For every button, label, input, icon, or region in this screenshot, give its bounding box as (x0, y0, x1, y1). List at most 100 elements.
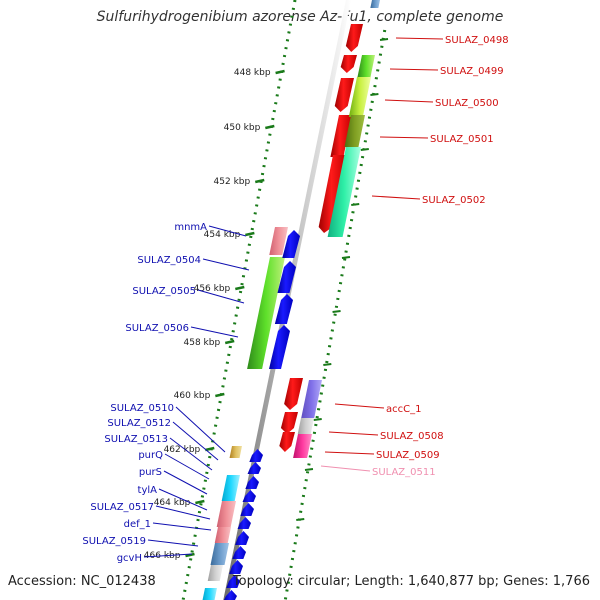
label-leader (155, 505, 211, 520)
kbp-tick-mark (185, 552, 195, 558)
gene-label-sulaz_0505: SULAZ_0505 (132, 286, 196, 297)
kbp-tick-mark (265, 124, 275, 130)
label-leader (158, 488, 208, 511)
right-guide-tick (304, 468, 314, 471)
gene-label-purq: purQ (138, 450, 163, 461)
cds-feature (282, 230, 300, 258)
gene-label-mnma: mnmA (174, 222, 207, 233)
label-leader (169, 437, 213, 471)
kbp-tick-mark (254, 178, 265, 184)
cds-feature (274, 294, 293, 324)
label-leader (172, 421, 219, 461)
right-guide-tick (351, 203, 360, 206)
cds-feature (279, 432, 295, 452)
label-leader (208, 225, 247, 237)
gene-label-sulaz_0513: SULAZ_0513 (104, 434, 168, 445)
gene-label-tyla: tylA (138, 485, 158, 496)
right-guide-tick (323, 363, 332, 366)
gene-label-sulaz_0502: SULAZ_0502 (422, 195, 486, 206)
topology-summary: Topology: circular; Length: 1,640,877 bp… (232, 574, 590, 589)
gene-label-sulaz_0504: SULAZ_0504 (137, 255, 201, 266)
gene-label-sulaz_0506: SULAZ_0506 (125, 323, 189, 334)
gene-label-gcvh: gcvH (117, 553, 142, 564)
cds-feature (223, 590, 237, 600)
kbp-tick-label: 450 kbp (224, 123, 261, 133)
kbp-tick-label: 448 kbp (234, 68, 271, 78)
gene-label-sulaz_0500: SULAZ_0500 (435, 98, 499, 109)
cds-feature (235, 531, 249, 545)
feature-block (370, 0, 380, 8)
feature-block (216, 501, 236, 527)
label-leader (197, 289, 245, 304)
kbp-tick-mark (215, 392, 225, 398)
feature-block (269, 227, 288, 255)
cds-feature (232, 546, 246, 559)
label-leader (384, 99, 434, 103)
feature-block (247, 257, 285, 369)
cds-feature (330, 115, 352, 157)
gene-label-sulaz_0499: SULAZ_0499 (440, 66, 504, 77)
cds-feature (284, 378, 303, 410)
kbp-tick-label: 454 kbp (204, 230, 241, 240)
gene-label-sulaz_0519: SULAZ_0519 (82, 536, 146, 547)
cds-feature (249, 449, 263, 462)
right-guide-tick (379, 38, 389, 41)
label-leader (371, 195, 421, 200)
feature-block (327, 147, 361, 237)
gene-label-accc_1: accC_1 (386, 404, 421, 415)
label-leader (324, 451, 375, 455)
cds-feature (229, 560, 243, 574)
feature-block (293, 434, 312, 458)
feature-block (210, 543, 229, 565)
label-leader (328, 431, 379, 436)
label-leader (334, 403, 385, 409)
kbp-tick-mark (235, 285, 245, 291)
label-leader (147, 539, 199, 547)
kbp-tick-label: 456 kbp (194, 284, 231, 294)
right-guide-tick (332, 310, 341, 313)
right-guide-tick (313, 418, 322, 421)
map-title: Sulfurihydrogenibium azorense Az-Fu1, co… (96, 9, 504, 25)
cds-feature (334, 78, 354, 112)
kbp-tick-mark (245, 231, 255, 237)
cds-feature (340, 55, 357, 73)
gene-label-sulaz_0510: SULAZ_0510 (110, 403, 174, 414)
kbp-tick-label: 452 kbp (214, 177, 251, 187)
feature-block (348, 77, 371, 117)
gene-label-def_1: def_1 (124, 519, 151, 530)
label-leader (143, 553, 193, 558)
left-dotted-guide (181, 0, 297, 600)
cds-feature (237, 517, 251, 529)
kbp-tick-mark (204, 446, 215, 452)
feature-block (357, 55, 375, 77)
feature-block (301, 380, 322, 418)
gene-label-sulaz_0501: SULAZ_0501 (430, 134, 494, 145)
cds-feature (345, 24, 363, 52)
label-leader (395, 37, 444, 40)
label-leader (320, 465, 371, 472)
right-guide-tick (360, 148, 369, 151)
feature-block (214, 527, 231, 543)
label-leader (379, 136, 429, 139)
kbp-tick-label: 460 kbp (174, 391, 211, 401)
gene-label-sulaz_0508: SULAZ_0508 (380, 431, 444, 442)
kbp-tick-label: 462 kbp (164, 445, 201, 455)
label-leader (389, 68, 439, 71)
right-guide-tick (296, 518, 305, 521)
kbp-tick-mark (224, 339, 235, 345)
label-leader (202, 258, 250, 271)
feature-block (221, 475, 240, 501)
cds-feature (245, 476, 259, 489)
cds-feature (318, 155, 347, 233)
kbp-tick-label: 458 kbp (184, 338, 221, 348)
kbp-tick-mark (275, 69, 285, 75)
kbp-tick-mark (195, 499, 205, 505)
cds-feature (269, 325, 290, 369)
label-leader (163, 470, 208, 495)
gene-label-sulaz_0512: SULAZ_0512 (107, 418, 171, 429)
cds-feature (226, 575, 240, 588)
label-leader (190, 326, 239, 338)
cds-feature (280, 412, 298, 434)
right-dotted-guide (283, 29, 387, 600)
